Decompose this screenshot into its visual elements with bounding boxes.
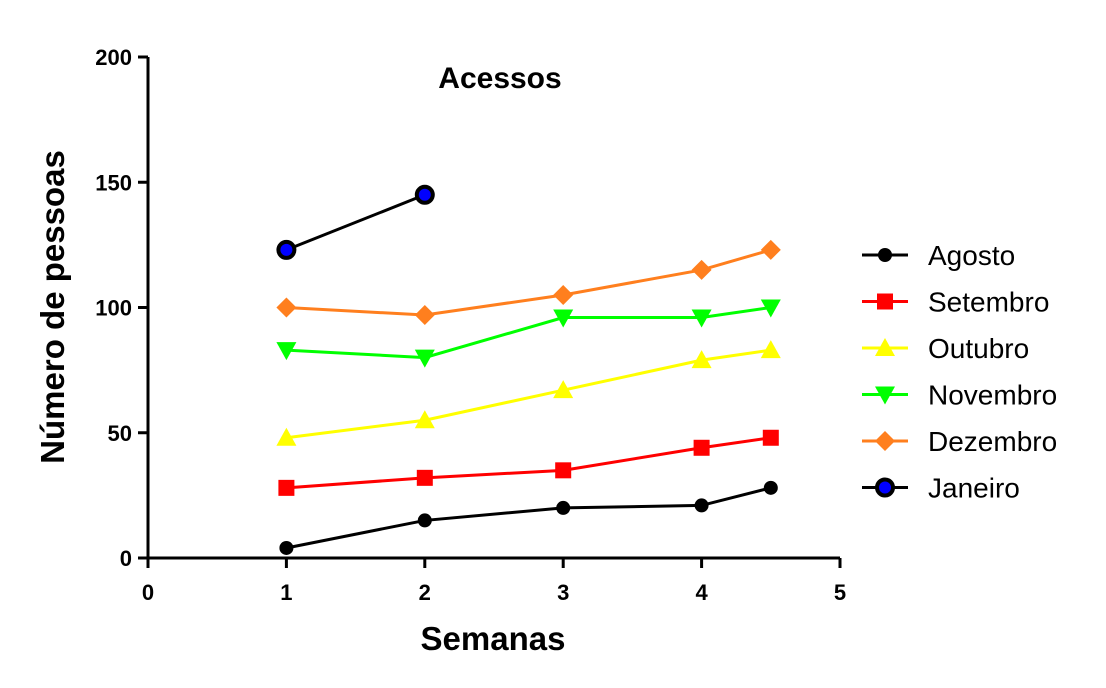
data-point	[279, 540, 294, 555]
data-point	[276, 342, 297, 361]
x-tick-label: 4	[695, 580, 708, 605]
data-point	[693, 439, 710, 456]
data-point	[416, 469, 433, 486]
data-point	[555, 462, 572, 479]
data-point	[691, 309, 712, 328]
y-tick-label: 200	[95, 45, 132, 70]
series-setembro	[278, 429, 779, 496]
data-point	[553, 284, 574, 305]
data-point	[278, 479, 295, 496]
data-point	[760, 299, 781, 318]
series-novembro	[276, 299, 781, 368]
x-tick-label: 5	[834, 580, 846, 605]
data-point	[276, 297, 297, 318]
chart-title: Acessos	[438, 62, 561, 95]
data-point	[414, 305, 435, 326]
x-tick-label: 1	[280, 580, 292, 605]
legend-swatch-marker	[875, 386, 895, 405]
series-layer	[276, 184, 781, 555]
x-axis-title: Semanas	[421, 620, 566, 657]
legend-label: Dezembro	[928, 426, 1057, 457]
legend-item-novembro: Novembro	[862, 380, 1057, 411]
data-point	[694, 498, 709, 513]
legend-item-agosto: Agosto	[862, 240, 1015, 271]
legend-label: Setembro	[928, 287, 1049, 318]
series-dezembro	[276, 239, 781, 326]
data-point	[760, 239, 781, 260]
series-agosto	[279, 480, 778, 555]
legend: Agosto Setembro Outubro Novembro Dezembro Jan…	[862, 240, 1057, 504]
data-point	[553, 309, 574, 328]
series-outubro	[276, 340, 781, 446]
data-point	[762, 429, 779, 446]
legend-item-dezembro: Dezembro	[862, 426, 1057, 457]
legend-swatch-marker	[878, 248, 892, 262]
y-tick-label: 0	[120, 546, 132, 571]
legend-label: Novembro	[928, 380, 1057, 411]
legend-swatch-marker	[875, 431, 895, 451]
y-tick-label: 150	[95, 170, 132, 195]
data-point	[414, 410, 435, 429]
data-point	[760, 340, 781, 359]
y-axis-title: Número de pessoas	[34, 150, 71, 464]
legend-swatch-marker	[875, 338, 895, 356]
y-tick-label: 50	[108, 421, 132, 446]
legend-label: Agosto	[928, 240, 1015, 271]
legend-swatch-marker	[877, 293, 893, 310]
series-janeiro	[276, 184, 435, 260]
series-line	[286, 248, 772, 317]
legend-label: Outubro	[928, 333, 1029, 364]
legend-item-janeiro: Janeiro	[862, 473, 1020, 504]
data-point	[556, 500, 571, 515]
data-point	[691, 259, 712, 280]
legend-item-setembro: Setembro	[862, 287, 1049, 318]
legend-label: Janeiro	[928, 473, 1020, 504]
series-line	[286, 486, 772, 550]
x-tick-label: 2	[419, 580, 431, 605]
data-point	[553, 380, 574, 399]
data-point	[276, 239, 297, 260]
legend-swatch-marker	[875, 477, 895, 498]
y-tick-label: 100	[95, 296, 132, 321]
data-point	[414, 184, 435, 205]
data-point	[414, 349, 435, 368]
x-tick-label: 0	[142, 580, 154, 605]
axes: 0 50 100 150 200 0 1 2 3 4 5	[95, 45, 846, 605]
data-point	[276, 427, 297, 446]
data-point	[691, 350, 712, 369]
data-point	[763, 480, 778, 495]
series-line	[285, 193, 426, 252]
legend-item-outubro: Outubro	[862, 333, 1029, 364]
x-tick-label: 3	[557, 580, 569, 605]
data-point	[417, 513, 432, 528]
